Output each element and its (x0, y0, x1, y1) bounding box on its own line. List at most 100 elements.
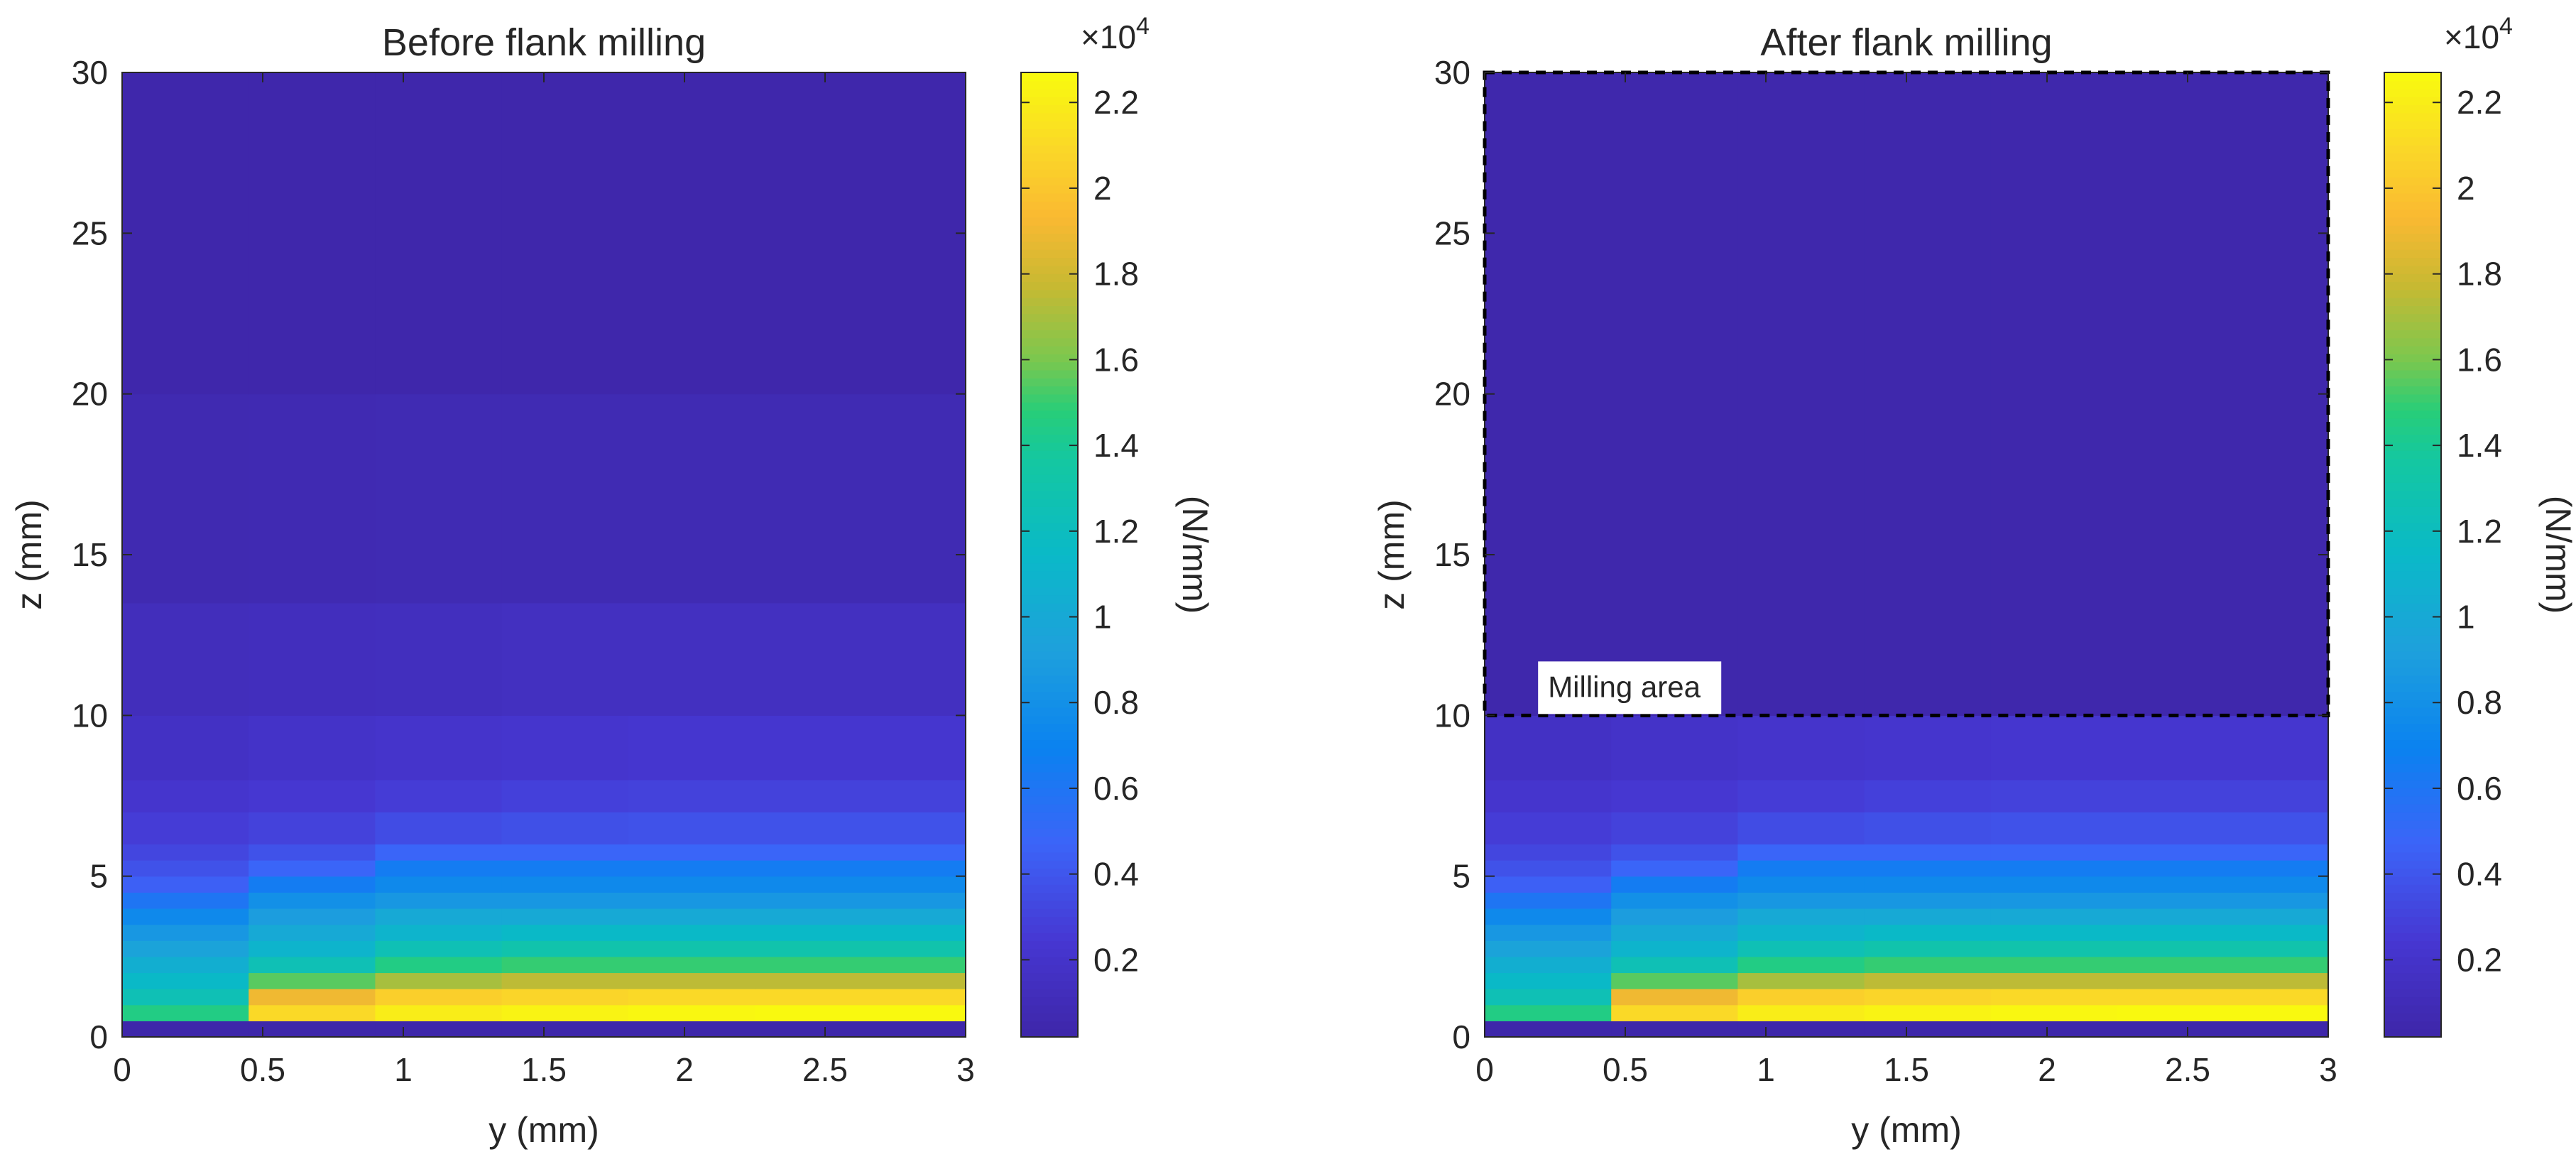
colorbar-segment (1021, 980, 1078, 989)
heatmap-cell (628, 779, 755, 812)
x-tick-label: 1 (1757, 1051, 1775, 1088)
colorbar-segment (2384, 136, 2441, 146)
heatmap-cell (755, 940, 966, 957)
heatmap-cell (1485, 1004, 1612, 1021)
colorbar-segment (2384, 418, 2441, 427)
colorbar-segment (2384, 168, 2441, 178)
colorbar-segment (1021, 425, 1078, 435)
y-tick-label: 20 (72, 376, 108, 413)
heatmap-cell (1990, 72, 2118, 716)
heatmap-cell (1485, 940, 1612, 957)
colorbar-tick-label: 1.6 (2457, 341, 2502, 378)
heatmap-cell (1990, 989, 2118, 1006)
heatmap-cell (1864, 1021, 1992, 1038)
colorbar-segment (2384, 330, 2441, 339)
heatmap-cell (1485, 892, 1612, 909)
heatmap-cell (1864, 989, 1992, 1006)
heatmap-cell (122, 779, 249, 812)
heatmap-cell (1990, 779, 2118, 812)
colorbar: 0.2 0.4 0.6 0.8 1 1.2 1.4 1.6 1.8 2 2.2 ×104 (N/mm… (2384, 13, 2576, 1038)
heatmap-cell (2117, 924, 2329, 941)
heatmap-cell (1485, 72, 1612, 716)
heatmap-cell (1485, 1021, 1612, 1038)
heatmap-cell (1864, 1004, 1992, 1021)
heatmap-cell (501, 989, 629, 1006)
heatmap-cell (2117, 844, 2329, 861)
panel-title: Before flank milling (382, 21, 706, 64)
heatmap-cell (375, 779, 503, 812)
heatmap-cell (375, 715, 503, 781)
heatmap-cell (501, 602, 629, 716)
colorbar-segment (1021, 996, 1078, 1006)
heatmap-cell (1990, 1004, 2118, 1021)
heatmap-cell (1737, 860, 1865, 877)
colorbar-segment (1021, 715, 1078, 724)
colorbar-segment (2384, 924, 2441, 933)
colorbar-segment (2384, 538, 2441, 548)
colorbar-multiplier: ×104 (1081, 13, 1150, 55)
heatmap-cell (1611, 844, 1738, 861)
colorbar-segment (1021, 401, 1078, 411)
heatmap-cell (501, 844, 629, 861)
colorbar-segment (2384, 812, 2441, 821)
heatmap-cell (122, 924, 249, 941)
colorbar-segment (2384, 192, 2441, 202)
colorbar-segment (1021, 812, 1078, 821)
colorbar-segment (1021, 1004, 1078, 1013)
colorbar-segment (2384, 876, 2441, 885)
colorbar-segment (2384, 594, 2441, 604)
panel-after: After flank milling Milling area 0 0.5 1 1.… (1372, 13, 2576, 1150)
colorbar-segment (1021, 538, 1078, 548)
heatmap-cell (1864, 715, 1992, 781)
colorbar-segment (1021, 225, 1078, 234)
colorbar-segment (1021, 161, 1078, 170)
colorbar-segment (2384, 289, 2441, 298)
colorbar-segment (1021, 450, 1078, 459)
colorbar-tick-label: 2 (2457, 170, 2475, 207)
colorbar-segment (2384, 257, 2441, 266)
x-tick-label: 0.5 (1603, 1051, 1648, 1088)
heatmap-cell (2117, 1004, 2329, 1021)
heatmap-cell (1485, 924, 1612, 941)
colorbar-gradient (2384, 72, 2441, 1038)
colorbar-segment (1021, 972, 1078, 982)
x-tick-label: 1.5 (521, 1051, 567, 1088)
colorbar-segment (1021, 144, 1078, 153)
colorbar-segment (1021, 731, 1078, 741)
colorbar-segment (1021, 788, 1078, 797)
heatmap-cell (122, 602, 249, 716)
heatmap-cell (755, 908, 966, 925)
heatmap-cell (2117, 908, 2329, 925)
heatmap-cell (1864, 72, 1992, 716)
colorbar-segment (1021, 313, 1078, 322)
colorbar-segment (2384, 217, 2441, 226)
heatmap-cell (2117, 989, 2329, 1006)
colorbar-segment (1021, 659, 1078, 668)
colorbar-segment (1021, 956, 1078, 965)
colorbar-segment (2384, 852, 2441, 861)
y-tick-label: 25 (1434, 214, 1470, 251)
colorbar-segment (1021, 707, 1078, 717)
colorbar-segment (2384, 490, 2441, 499)
colorbar-segment (2384, 916, 2441, 925)
colorbar-segment (2384, 120, 2441, 130)
colorbar-segment (2384, 667, 2441, 676)
colorbar-segment (1021, 892, 1078, 901)
colorbar-segment (1021, 273, 1078, 283)
colorbar-segment (1021, 546, 1078, 555)
colorbar-segment (1021, 611, 1078, 620)
colorbar-segment (1021, 771, 1078, 781)
heatmap-cell (249, 844, 376, 861)
colorbar-segment (2384, 297, 2441, 306)
colorbar-segment (1021, 900, 1078, 909)
colorbar-segment (1021, 1013, 1078, 1022)
heatmap-cell (1485, 715, 1612, 781)
colorbar-segment (2384, 643, 2441, 652)
colorbar-segment (1021, 1028, 1078, 1038)
colorbar-segment (1021, 602, 1078, 612)
colorbar-segment (2384, 989, 2441, 998)
colorbar-segment (2384, 129, 2441, 138)
colorbar-segment (1021, 643, 1078, 652)
heatmap-cell (122, 393, 249, 604)
heatmap-cell (122, 940, 249, 957)
